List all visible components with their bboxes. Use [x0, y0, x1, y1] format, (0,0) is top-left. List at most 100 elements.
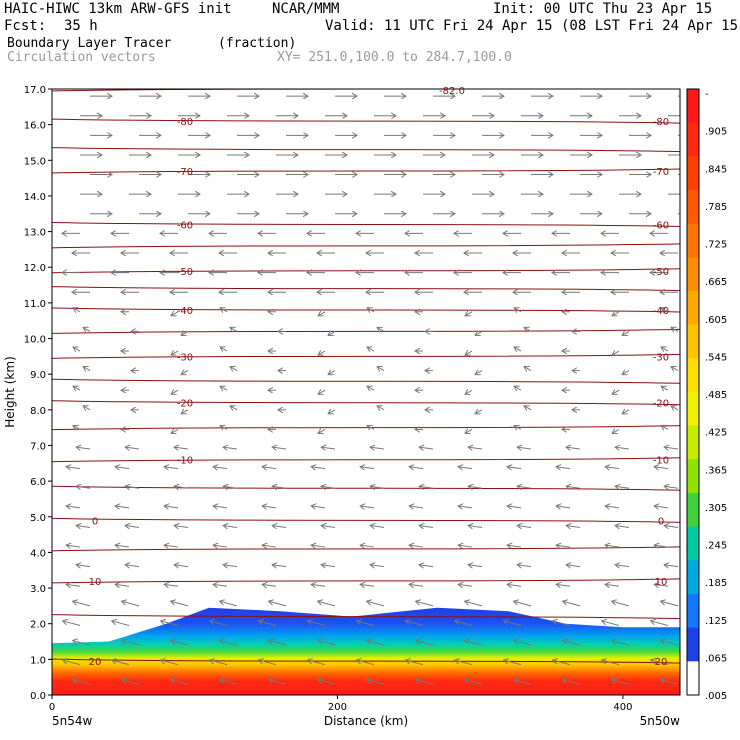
- x-tick-label: 200: [328, 702, 347, 713]
- colorbar-label: .845: [705, 164, 727, 175]
- circulation-vector: [622, 331, 630, 335]
- circulation-vector: [318, 429, 326, 433]
- circulation-vector: [455, 660, 473, 666]
- circulation-vector: [357, 660, 375, 666]
- circulation-vector: [63, 660, 81, 666]
- circulation-vector: [318, 312, 326, 316]
- circulation-vector: [504, 621, 522, 626]
- circulation-vector: [220, 601, 238, 607]
- circulation-vector: [73, 680, 91, 685]
- circulation-vector: [360, 545, 375, 547]
- circulation-vector: [115, 545, 130, 547]
- circulation-vector: [671, 406, 679, 410]
- circulation-vector: [360, 506, 375, 508]
- circulation-vector: [66, 506, 81, 508]
- isotherm-label: -10: [177, 456, 193, 467]
- circulation-vector: [514, 680, 532, 685]
- circulation-vector: [514, 601, 532, 607]
- circulation-vector: [220, 347, 228, 351]
- circulation-vector: [73, 425, 81, 429]
- circulation-vector: [370, 486, 385, 488]
- circulation-vector: [622, 371, 630, 375]
- colorbar-swatch: [687, 223, 699, 258]
- valid-time: Valid: 11 UTC Fri 24 Apr 15 (08 LST Fri …: [325, 18, 740, 34]
- circulation-vector: [125, 565, 140, 567]
- isotherm-line: [52, 658, 680, 664]
- circulation-vector: [377, 327, 385, 331]
- circulation-vector: [223, 526, 238, 528]
- circulation-vector: [553, 660, 571, 666]
- circulation-vector: [612, 429, 620, 433]
- isotherm-line: [52, 328, 680, 334]
- org-label: NCAR/MMM: [272, 1, 340, 17]
- x-tick-label: 0: [49, 702, 55, 713]
- circulation-vector: [553, 621, 571, 626]
- circulation-vector: [125, 486, 140, 488]
- circulation-vector: [406, 660, 424, 666]
- circulation-vector: [73, 601, 91, 607]
- circulation-vector: [651, 660, 669, 666]
- circulation-vector: [416, 680, 434, 685]
- circulation-vector: [517, 486, 532, 488]
- colorbar-label: .725: [705, 240, 727, 251]
- circulation-vector: [174, 526, 189, 528]
- circulation-vector: [514, 640, 532, 646]
- circulation-vector: [115, 506, 130, 508]
- circulation-vector: [318, 390, 326, 394]
- circulation-vector: [504, 660, 522, 666]
- circulation-vector: [220, 386, 228, 390]
- circulation-vector: [311, 545, 326, 547]
- circulation-vector: [419, 486, 434, 488]
- circulation-vector: [654, 506, 669, 508]
- circulation-vector: [223, 486, 238, 488]
- circulation-vector: [76, 447, 91, 449]
- circulation-vector: [171, 429, 179, 433]
- circulation-vector: [125, 447, 140, 449]
- circulation-vector: [406, 621, 424, 626]
- circulation-vector: [524, 327, 532, 331]
- circulation-vector: [605, 506, 620, 508]
- field-units: (fraction): [218, 36, 297, 51]
- colorbar-swatch: [687, 358, 699, 393]
- y-tick-label: 8.0: [30, 406, 46, 417]
- tracer-layer: [52, 607, 680, 695]
- circulation-vector: [73, 386, 81, 390]
- isotherm-label: -30: [653, 352, 669, 363]
- y-tick-label: 7.0: [30, 441, 46, 452]
- fcst-value: 35 h: [64, 18, 98, 34]
- colorbar-label: .125: [705, 616, 727, 627]
- circulation-vector: [164, 506, 179, 508]
- circulation-vector: [671, 327, 679, 331]
- circulation-vector: [367, 308, 375, 312]
- circulation-vector: [272, 486, 287, 488]
- isotherm-label: 10: [89, 577, 102, 588]
- isotherm-line: [52, 546, 680, 552]
- circulation-vector: [661, 308, 669, 312]
- colorbar-swatch: [687, 291, 699, 326]
- circulation-vector: [181, 331, 189, 335]
- circulation-vector: [661, 386, 669, 390]
- circulation-vector: [615, 526, 630, 528]
- circulation-vector: [269, 640, 287, 646]
- circulation-vector: [419, 526, 434, 528]
- isotherm-label: 20: [89, 657, 102, 668]
- circulation-vector: [220, 425, 228, 429]
- isotherm-label: -10: [653, 456, 669, 467]
- circulation-vector: [661, 425, 669, 429]
- circulation-vector: [311, 467, 326, 469]
- colorbar-swatch: [687, 661, 699, 696]
- circulation-vector: [272, 565, 287, 567]
- circulation-vector: [468, 447, 483, 449]
- isotherm-line: [52, 168, 680, 174]
- circulation-vector: [76, 526, 91, 528]
- circulation-vector: [615, 486, 630, 488]
- circulation-vector: [318, 680, 336, 685]
- circulation-vector: [622, 410, 630, 414]
- isotherm-line: [52, 353, 680, 359]
- colorbar-swatch: [687, 122, 699, 157]
- circulation-vector: [115, 467, 130, 469]
- circulation-vector: [370, 526, 385, 528]
- circulation-vector: [566, 447, 581, 449]
- plot-frame: [51, 88, 681, 696]
- circulation-vector: [122, 680, 140, 685]
